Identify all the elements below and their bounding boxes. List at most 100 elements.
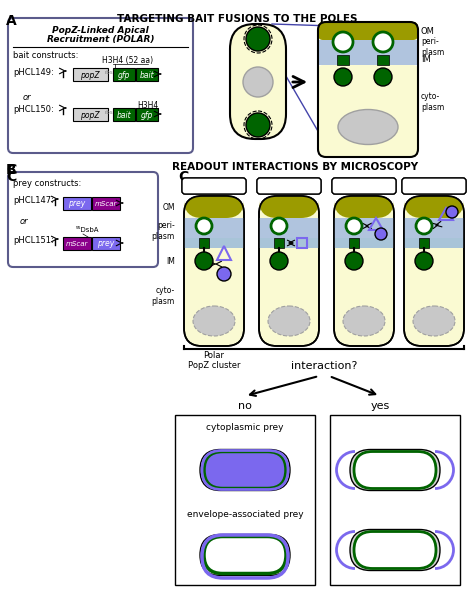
Text: IM -: IM - (411, 181, 434, 190)
Text: -: - (422, 181, 432, 190)
Text: OM: OM (421, 26, 435, 36)
FancyBboxPatch shape (402, 178, 466, 194)
Bar (404, 238, 464, 248)
Bar (73, 108, 108, 121)
Text: cyto-
plasm: cyto- plasm (421, 92, 444, 112)
FancyBboxPatch shape (200, 450, 290, 491)
Circle shape (333, 32, 353, 52)
Bar (419, 238, 429, 248)
FancyBboxPatch shape (402, 178, 466, 194)
Text: IM - IM: IM - IM (272, 181, 306, 190)
Text: PERI: PERI (366, 181, 390, 190)
Circle shape (271, 218, 287, 234)
Text: B: B (6, 163, 17, 177)
Bar (259, 218, 319, 238)
Text: TARGETING BAIT FUSIONS TO THE POLES: TARGETING BAIT FUSIONS TO THE POLES (117, 14, 357, 24)
Text: H3H4 (52 aa): H3H4 (52 aa) (102, 56, 154, 65)
FancyBboxPatch shape (205, 453, 285, 488)
FancyBboxPatch shape (8, 18, 193, 153)
FancyBboxPatch shape (332, 178, 396, 194)
Text: CYTO: CYTO (215, 181, 241, 190)
Text: peri-
plasm: peri- plasm (152, 222, 175, 241)
Text: gfp: gfp (118, 70, 130, 79)
FancyBboxPatch shape (355, 453, 435, 488)
Text: OM: OM (163, 203, 175, 213)
Text: popZ: popZ (80, 70, 100, 79)
Bar (113, 108, 135, 121)
Circle shape (446, 206, 458, 218)
FancyBboxPatch shape (355, 533, 435, 568)
Bar (113, 68, 135, 81)
Bar (330, 415, 460, 585)
Bar (175, 415, 315, 585)
Bar (259, 238, 319, 248)
Bar (334, 218, 394, 238)
Circle shape (334, 68, 352, 86)
Text: yes: yes (370, 401, 390, 411)
Text: cyto-
plasm: cyto- plasm (152, 287, 175, 306)
Text: gfp: gfp (141, 111, 153, 120)
Text: PopZ-Linked Apical: PopZ-Linked Apical (52, 26, 149, 35)
Ellipse shape (243, 67, 273, 97)
Ellipse shape (413, 306, 455, 336)
FancyBboxPatch shape (404, 196, 464, 346)
Ellipse shape (338, 110, 398, 144)
FancyBboxPatch shape (318, 40, 418, 55)
Text: Recruitment (POLAR): Recruitment (POLAR) (47, 35, 154, 44)
Circle shape (375, 228, 387, 240)
FancyBboxPatch shape (182, 178, 246, 194)
Text: IM - OM: IM - OM (414, 181, 454, 190)
Text: Polar
PopZ cluster: Polar PopZ cluster (188, 351, 240, 370)
Text: bait constructs:: bait constructs: (13, 51, 78, 60)
Text: C: C (178, 170, 188, 184)
Text: IM: IM (297, 181, 309, 190)
Bar (73, 68, 108, 81)
FancyBboxPatch shape (257, 178, 321, 194)
Bar (199, 238, 209, 248)
Text: IM -: IM - (266, 181, 289, 190)
Ellipse shape (343, 306, 385, 336)
Circle shape (270, 252, 288, 270)
FancyBboxPatch shape (8, 172, 158, 267)
FancyBboxPatch shape (404, 196, 464, 218)
Bar (63, 197, 91, 210)
Text: IM: IM (166, 256, 175, 265)
Text: A: A (6, 14, 17, 28)
Circle shape (195, 252, 213, 270)
Bar (63, 237, 91, 250)
Text: pHCL149:: pHCL149: (13, 68, 54, 77)
Text: -: - (277, 181, 287, 190)
Bar (404, 218, 464, 238)
Text: cytoplasmic prey: cytoplasmic prey (206, 423, 284, 432)
FancyBboxPatch shape (184, 196, 244, 346)
FancyBboxPatch shape (259, 196, 319, 218)
Text: prey: prey (97, 240, 115, 249)
FancyBboxPatch shape (350, 530, 440, 571)
Text: IM: IM (344, 181, 356, 190)
Text: READOUT INTERACTIONS BY MICROSCOPY: READOUT INTERACTIONS BY MICROSCOPY (172, 162, 418, 172)
Bar (297, 238, 307, 248)
Text: pHCL147:: pHCL147: (13, 196, 54, 205)
FancyBboxPatch shape (334, 196, 394, 346)
Text: pHCL150:: pHCL150: (13, 105, 54, 114)
Text: C: C (6, 163, 16, 177)
Bar (349, 238, 359, 248)
Bar (334, 238, 394, 248)
FancyBboxPatch shape (318, 55, 418, 65)
Ellipse shape (193, 306, 235, 336)
FancyBboxPatch shape (350, 450, 440, 491)
Text: bait: bait (117, 111, 131, 120)
Text: peri-
plasm: peri- plasm (421, 37, 444, 57)
Circle shape (373, 32, 393, 52)
Circle shape (246, 27, 270, 51)
Text: IM: IM (269, 181, 281, 190)
Text: popZ: popZ (80, 111, 100, 120)
Text: -: - (202, 181, 212, 190)
FancyBboxPatch shape (332, 178, 396, 194)
Text: pHCL151:: pHCL151: (13, 236, 54, 245)
Text: or: or (20, 217, 28, 226)
FancyBboxPatch shape (205, 538, 285, 573)
FancyBboxPatch shape (259, 196, 319, 346)
FancyBboxPatch shape (318, 65, 418, 157)
Bar (92, 237, 120, 250)
